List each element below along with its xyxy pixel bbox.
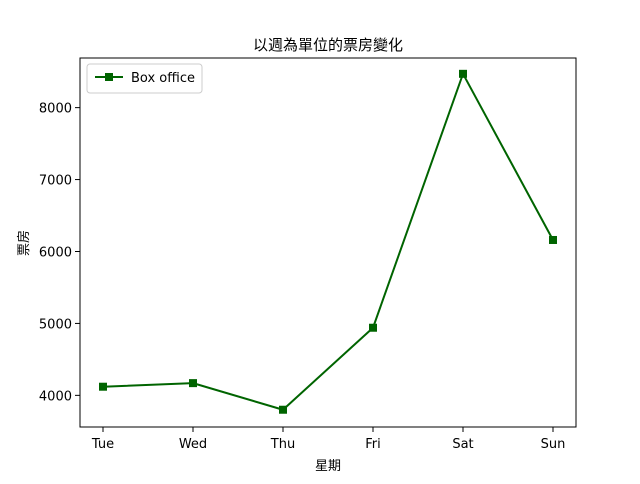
legend-label: Box office bbox=[131, 71, 195, 86]
x-tick-label: Tue bbox=[91, 437, 114, 452]
x-tick-label: Wed bbox=[179, 437, 207, 452]
y-tick-label: 6000 bbox=[39, 245, 72, 260]
data-point-marker bbox=[369, 323, 377, 332]
y-axis-label: 票房 bbox=[16, 230, 32, 256]
y-tick-label: 7000 bbox=[39, 174, 72, 189]
legend-marker-swatch bbox=[105, 73, 113, 81]
data-point-marker bbox=[459, 69, 467, 78]
data-point-marker bbox=[99, 382, 107, 391]
y-tick-label: 5000 bbox=[39, 317, 72, 332]
series-line bbox=[102, 72, 554, 411]
data-point-marker bbox=[189, 379, 197, 388]
legend-box bbox=[86, 63, 203, 94]
legend: Box office bbox=[86, 63, 203, 94]
chart-title: 以週為單位的票房變化 bbox=[253, 36, 403, 54]
x-tick-label: Fri bbox=[365, 437, 381, 452]
y-tick-label: 4000 bbox=[39, 389, 72, 404]
data-point-marker bbox=[279, 405, 287, 414]
x-tick-label: Sun bbox=[541, 437, 566, 452]
x-tick-label: Sat bbox=[452, 437, 473, 452]
plot-area-frame bbox=[79, 57, 577, 428]
x-axis: Tue Wed Thu Fri Sat Sun bbox=[91, 427, 565, 452]
x-tick-label: Thu bbox=[270, 437, 295, 452]
data-point-marker bbox=[549, 235, 557, 244]
y-tick-label: 8000 bbox=[39, 102, 72, 117]
series-layer bbox=[99, 69, 557, 414]
y-axis: 4000 5000 6000 7000 8000 bbox=[39, 102, 80, 404]
x-axis-label: 星期 bbox=[315, 459, 341, 474]
